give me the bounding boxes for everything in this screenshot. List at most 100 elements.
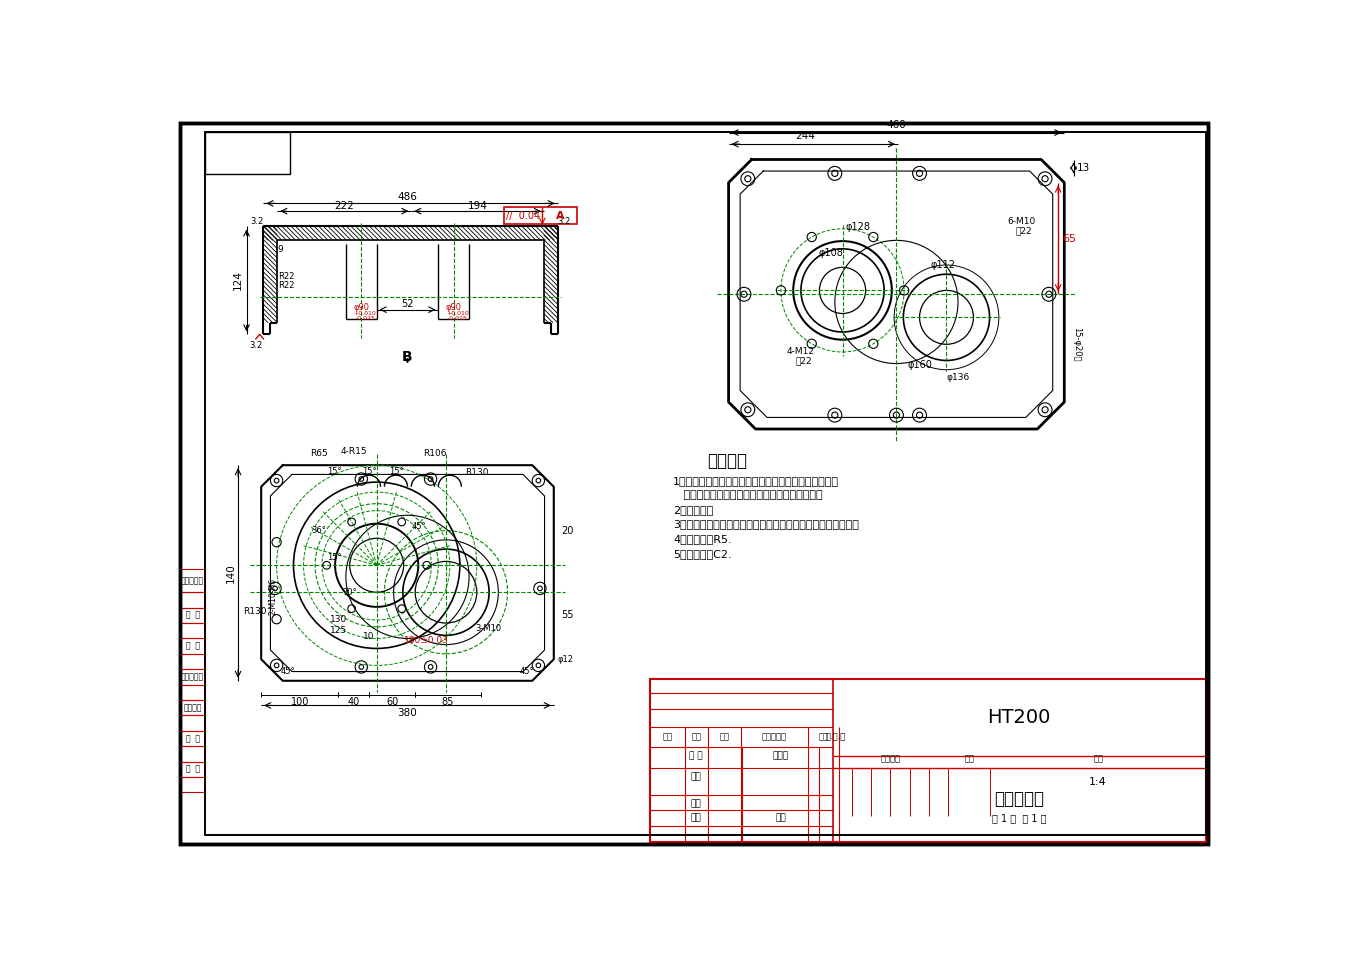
Text: 15°: 15° [389,467,403,476]
Bar [180,700,204,716]
Text: φ108: φ108 [819,249,844,258]
Text: 130: 130 [329,614,347,624]
Bar [180,731,204,746]
Text: 标准化: 标准化 [773,752,789,761]
Text: 15°: 15° [328,467,341,476]
Text: R130: R130 [244,607,267,616]
Text: φ136: φ136 [946,373,969,382]
Text: 更改文件号: 更改文件号 [762,732,787,742]
Text: 1:4: 1:4 [1090,777,1108,787]
Text: 460: 460 [887,120,906,130]
Text: 65: 65 [1063,234,1076,244]
Text: 变速箱箱盖: 变速箱箱盖 [994,790,1044,809]
Text: R22: R22 [279,281,295,290]
Text: 审核: 审核 [691,772,701,782]
Bar [180,623,204,638]
Text: φ90: φ90 [445,302,462,312]
Text: 36°: 36° [311,526,326,535]
Text: 签  字: 签 字 [185,734,199,743]
Text: 4-M12: 4-M12 [787,347,814,357]
Text: B: B [402,350,413,365]
Text: 技术要求: 技术要求 [707,453,747,470]
Text: 阶段标记: 阶段标记 [880,754,900,763]
Text: 4、未注圆角R5.: 4、未注圆角R5. [673,534,731,545]
Text: 10: 10 [363,632,375,640]
Bar [180,746,204,762]
Text: 45°: 45° [520,667,533,676]
Text: 4-R15: 4-R15 [340,447,367,456]
Bar [180,592,204,608]
Text: 15°: 15° [328,553,341,562]
Text: 180±0.03: 180±0.03 [405,636,450,645]
Text: 20: 20 [562,525,574,536]
Bar [180,777,204,792]
Text: //  0.04: // 0.04 [506,211,540,221]
Text: 3-M10: 3-M10 [475,624,501,633]
Text: 日底图总号: 日底图总号 [181,673,204,681]
Text: 标记: 标记 [662,732,673,742]
Text: 380: 380 [398,708,417,718]
Text: 140: 140 [225,563,236,583]
Bar [180,638,204,654]
Text: 设 计: 设 计 [689,752,703,761]
Text: 深22: 深22 [796,357,812,366]
Text: 重量: 重量 [964,754,974,763]
Text: 分区: 分区 [719,732,730,742]
Text: 125: 125 [329,626,347,635]
Text: 3.2: 3.2 [250,216,264,226]
Text: 描  图: 描 图 [185,611,199,620]
Bar [180,684,204,700]
Bar [180,608,204,623]
Bar [180,762,204,777]
Text: 70°: 70° [343,588,357,597]
Text: 3.2: 3.2 [556,216,570,226]
Text: φ12: φ12 [558,655,574,664]
Text: 40: 40 [348,697,360,706]
Text: +0.010: +0.010 [353,311,376,316]
Text: 比例: 比例 [1093,754,1104,763]
Text: 9: 9 [278,245,283,255]
Text: 及严重的残缺类缺陷（如欠铸、机械损伤等）。: 及严重的残缺类缺陷（如欠铸、机械损伤等）。 [673,490,823,501]
Text: 45°: 45° [412,523,427,531]
Text: 486: 486 [398,192,417,202]
Text: -0.025: -0.025 [355,317,375,322]
Text: 15-φ20孔: 15-φ20孔 [1072,327,1080,362]
Bar [180,669,204,684]
Text: 描  校: 描 校 [185,641,199,651]
Text: φ112: φ112 [930,260,955,270]
Text: 222: 222 [334,201,355,211]
Text: 批准: 批准 [776,813,787,822]
Text: 60: 60 [386,697,398,706]
Text: 3、零件加工表面上，不应有划痕磨伤等损伤零件表面的缺陷。: 3、零件加工表面上，不应有划痕磨伤等损伤零件表面的缺陷。 [673,520,858,529]
Text: 124: 124 [233,271,244,290]
Text: 45°: 45° [280,667,295,676]
Text: 日  期: 日 期 [185,765,199,774]
Bar [180,569,204,592]
Text: 13: 13 [1076,163,1090,173]
Text: 年.月.日: 年.月.日 [826,732,846,742]
Text: 1、铸件表面上不允许有冷隔、裂纹、缩孔和穿透性缺陷: 1、铸件表面上不允许有冷隔、裂纹、缩孔和穿透性缺陷 [673,476,839,485]
Text: R130: R130 [464,468,489,478]
Text: +0.010: +0.010 [447,311,468,316]
Text: 6-M10: 6-M10 [1007,216,1036,226]
Text: 底图总号: 底图总号 [183,703,202,712]
Bar [180,654,204,669]
Text: 85: 85 [441,697,454,706]
Text: 52: 52 [401,300,414,309]
Bar [180,716,204,731]
Text: 2-M10-H6: 2-M10-H6 [268,577,278,614]
Text: 3.2: 3.2 [249,342,263,350]
Text: 共 1 张  第 1 张: 共 1 张 第 1 张 [992,812,1047,823]
Text: φ160: φ160 [907,360,932,370]
Text: R106: R106 [422,449,447,458]
Text: A: A [555,211,565,221]
Text: φ90: φ90 [353,302,370,312]
Text: 5、未注倒角C2.: 5、未注倒角C2. [673,548,731,559]
Text: 签字: 签字 [818,732,829,742]
Bar [650,679,1206,842]
Bar [204,132,290,174]
Text: 100: 100 [291,697,309,706]
Text: -0.025: -0.025 [448,317,467,322]
Text: 244: 244 [795,131,815,142]
Text: 工艺: 工艺 [691,813,701,822]
